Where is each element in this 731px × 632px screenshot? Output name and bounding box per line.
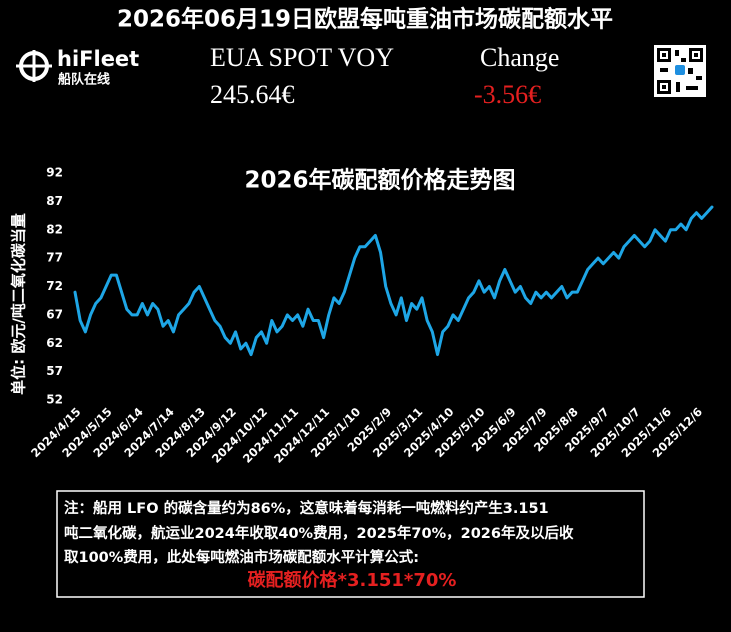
y-tick-label: 72	[46, 279, 63, 293]
y-axis-label: 单位: 欧元/吨二氧化碳当量	[10, 213, 28, 395]
page-title: 2026年06月19日欧盟每吨重油市场碳配额水平	[117, 6, 613, 33]
note-box	[56, 490, 645, 598]
y-tick-label: 77	[46, 251, 63, 265]
brand: hiFleet	[57, 47, 139, 71]
price-line	[73, 205, 714, 357]
qr-code	[654, 45, 706, 97]
note-line: 吨二氧化碳，航运业2024年收取40%费用，2025年70%，2026年及以后收	[64, 524, 574, 542]
change-label: Change	[480, 43, 559, 72]
note-line: 取100%费用，此处每吨燃油市场碳配额水平计算公式:	[64, 548, 419, 566]
y-tick-label: 67	[46, 307, 63, 321]
y-tick-label: 57	[46, 364, 63, 378]
price-label: EUA SPOT VOY	[210, 43, 394, 72]
y-tick-label: 87	[46, 194, 63, 208]
logo	[16, 50, 52, 82]
brand-sub: 船队在线	[58, 72, 110, 88]
chart-title: 2026年碳配额价格走势图	[244, 167, 515, 194]
y-tick-label: 82	[46, 222, 63, 236]
note-formula: 碳配额价格*3.151*70%	[248, 569, 457, 591]
price: 245.64€	[210, 80, 295, 109]
y-tick-label: 52	[46, 393, 63, 407]
change: -3.56€	[474, 80, 541, 109]
note-line: 注：船用 LFO 的碳含量约为86%，这意味着每消耗一吨燃料约产生3.151	[64, 499, 549, 517]
y-tick-label: 92	[46, 166, 63, 180]
y-tick-label: 62	[46, 336, 63, 350]
